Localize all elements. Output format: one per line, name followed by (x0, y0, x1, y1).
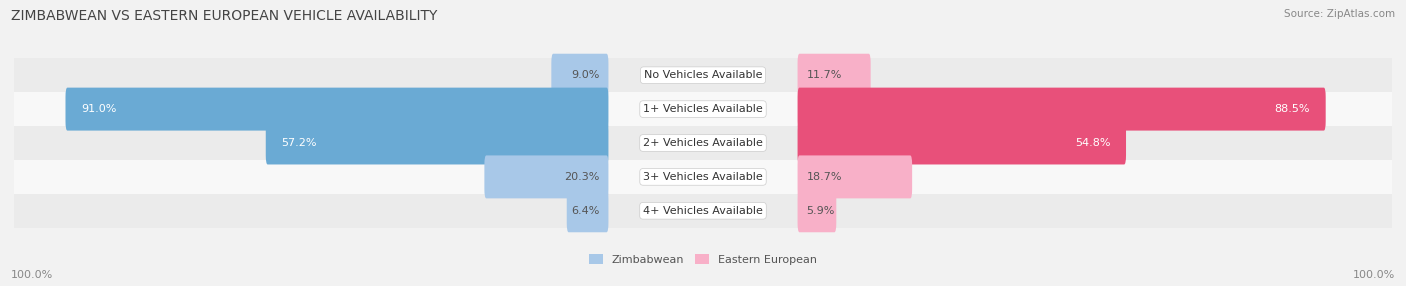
Text: 54.8%: 54.8% (1074, 138, 1111, 148)
Text: 57.2%: 57.2% (281, 138, 316, 148)
FancyBboxPatch shape (797, 155, 912, 198)
FancyBboxPatch shape (567, 189, 609, 232)
Bar (14, 92, 1392, 126)
Text: 2+ Vehicles Available: 2+ Vehicles Available (643, 138, 763, 148)
FancyBboxPatch shape (797, 88, 1326, 131)
FancyBboxPatch shape (551, 54, 609, 97)
Text: 4+ Vehicles Available: 4+ Vehicles Available (643, 206, 763, 216)
Text: 88.5%: 88.5% (1274, 104, 1310, 114)
Bar (14, 126, 1392, 160)
Text: 91.0%: 91.0% (82, 104, 117, 114)
Text: 9.0%: 9.0% (571, 70, 599, 80)
Text: 3+ Vehicles Available: 3+ Vehicles Available (643, 172, 763, 182)
FancyBboxPatch shape (66, 88, 609, 131)
Text: 100.0%: 100.0% (1353, 270, 1395, 280)
Text: 1+ Vehicles Available: 1+ Vehicles Available (643, 104, 763, 114)
Text: 6.4%: 6.4% (571, 206, 599, 216)
Text: No Vehicles Available: No Vehicles Available (644, 70, 762, 80)
Text: Source: ZipAtlas.com: Source: ZipAtlas.com (1284, 9, 1395, 19)
Text: ZIMBABWEAN VS EASTERN EUROPEAN VEHICLE AVAILABILITY: ZIMBABWEAN VS EASTERN EUROPEAN VEHICLE A… (11, 9, 437, 23)
Text: 100.0%: 100.0% (11, 270, 53, 280)
Bar (14, 160, 1392, 194)
Bar (14, 194, 1392, 228)
Text: 18.7%: 18.7% (807, 172, 842, 182)
Text: 5.9%: 5.9% (807, 206, 835, 216)
FancyBboxPatch shape (797, 122, 1126, 164)
FancyBboxPatch shape (266, 122, 609, 164)
Bar (14, 58, 1392, 92)
FancyBboxPatch shape (797, 54, 870, 97)
Legend: Zimbabwean, Eastern European: Zimbabwean, Eastern European (585, 250, 821, 269)
FancyBboxPatch shape (485, 155, 609, 198)
Text: 20.3%: 20.3% (564, 172, 599, 182)
Text: 11.7%: 11.7% (807, 70, 842, 80)
FancyBboxPatch shape (797, 189, 837, 232)
